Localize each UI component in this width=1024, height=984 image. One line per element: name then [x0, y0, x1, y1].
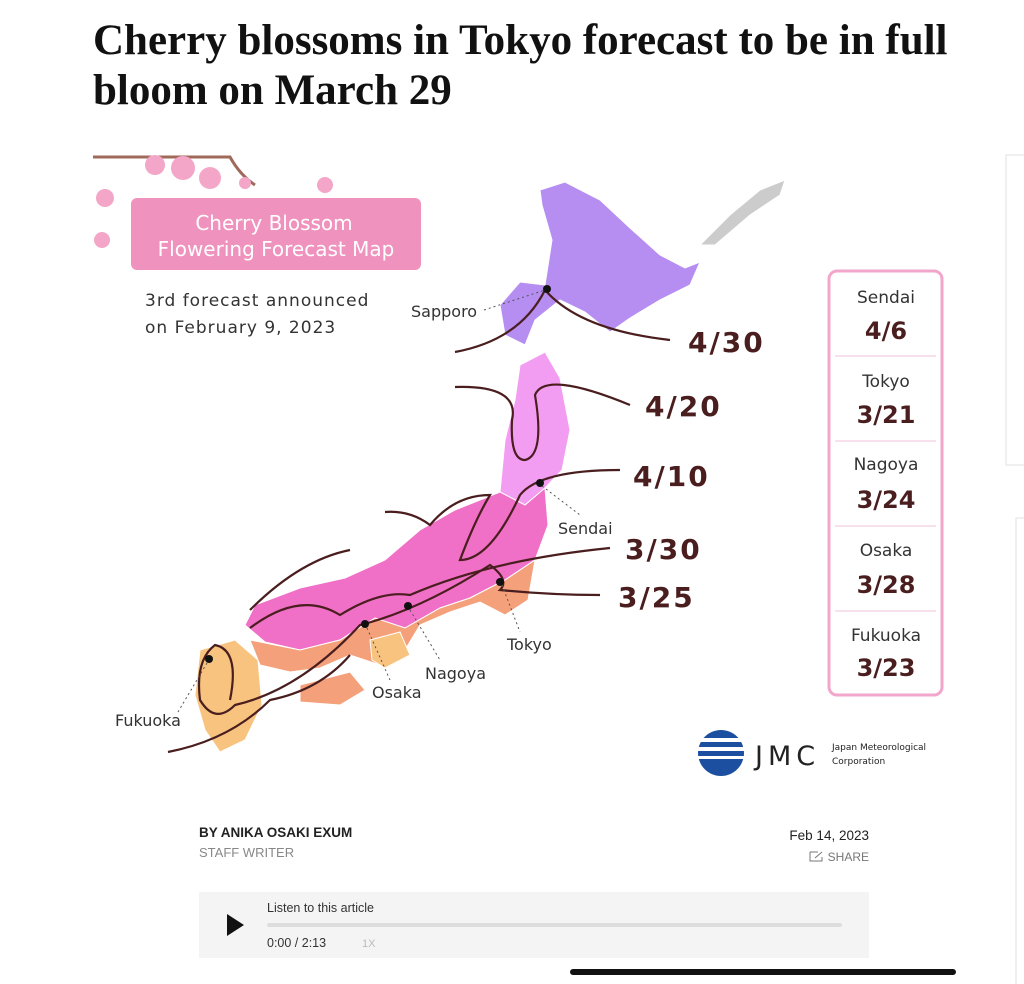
side-card: [1005, 154, 1024, 466]
table-city: Sendai: [857, 288, 915, 308]
audio-label: Listen to this article: [267, 901, 374, 915]
table-date: 3/24: [857, 486, 916, 514]
isoline-label: 4/10: [633, 460, 710, 493]
headline: Cherry blossoms in Tokyo forecast to be …: [93, 17, 948, 114]
city-label: Sendai: [558, 519, 613, 538]
table-city: Tokyo: [861, 372, 910, 392]
branch: [93, 155, 256, 187]
table-divider: [835, 355, 936, 612]
map-title: Flowering Forecast Map: [158, 237, 395, 261]
forecast-table: [827, 269, 944, 697]
author-role: STAFF WRITER: [199, 845, 294, 860]
progress-bar[interactable]: [267, 923, 842, 927]
table-date: 3/28: [857, 571, 916, 599]
table-date: 3/21: [857, 401, 916, 429]
leader-line: [177, 289, 581, 713]
audio-time: 0:00 / 2:13: [267, 936, 326, 950]
logo-text: JMC: [753, 741, 820, 772]
city-dot: [205, 285, 551, 663]
speed-button[interactable]: 1X: [362, 938, 376, 950]
city-label: Nagoya: [425, 664, 486, 683]
share-icon[interactable]: [809, 851, 823, 862]
logo-caption: Corporation: [832, 757, 885, 767]
city-label: Tokyo: [506, 635, 552, 654]
table-city: Osaka: [860, 541, 913, 561]
play-button[interactable]: [227, 914, 244, 936]
share-button[interactable]: SHARE: [828, 850, 869, 864]
map-subtitle: on February 9, 2023: [145, 318, 336, 338]
table-city: Fukuoka: [851, 626, 921, 646]
home-indicator: [570, 969, 956, 975]
isoline-label: 3/25: [618, 581, 695, 614]
city-label: Osaka: [372, 683, 422, 702]
city-label: Fukuoka: [115, 711, 181, 730]
table-date: 3/23: [857, 654, 916, 682]
map-subtitle: 3rd forecast announced: [145, 291, 369, 311]
map-title-box: [131, 198, 421, 270]
logo-caption: Japan Meteorological: [831, 743, 926, 753]
table-date: 4/6: [865, 317, 907, 345]
isoline-label: 4/30: [688, 326, 765, 359]
blossoms: [94, 155, 333, 248]
city-label: Sapporo: [411, 302, 477, 321]
japan-shape: [194, 179, 786, 753]
side-card: [1015, 517, 1024, 984]
table-city: Nagoya: [854, 455, 919, 475]
isoline-label: 4/20: [645, 390, 722, 423]
isoline-label: 3/30: [625, 533, 702, 566]
author: BY ANIKA OSAKI EXUM: [199, 825, 352, 840]
jmc-logo-mark: [697, 730, 745, 776]
publish-date: Feb 14, 2023: [789, 828, 869, 843]
isoline-label: 4/30 4/20 4/10 3/30 3/25: [618, 326, 765, 614]
map-title: Cherry Blossom: [195, 211, 352, 235]
